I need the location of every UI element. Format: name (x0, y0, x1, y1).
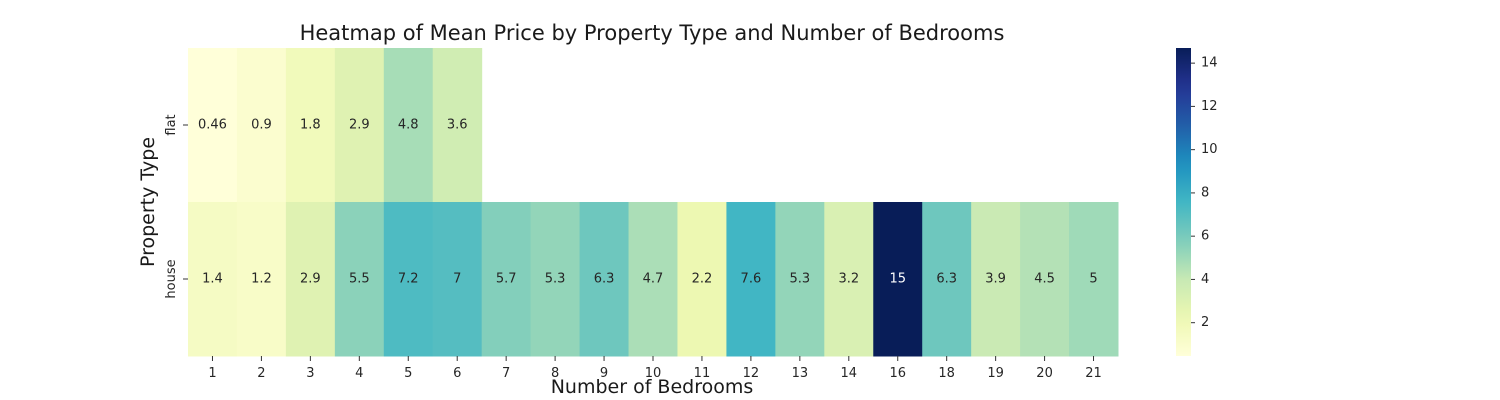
colorbar-tick-label: 2 (1201, 315, 1209, 330)
x-tick-label: 9 (600, 366, 608, 381)
cell-value-label: 7 (453, 272, 461, 287)
y-tick-label: flat (164, 114, 179, 135)
heatmap-cell (383, 48, 434, 203)
colorbar-gradient (1176, 48, 1191, 356)
heatmap-cells (188, 48, 1119, 357)
heatmap-cell (873, 202, 923, 357)
x-tick-label: 12 (743, 366, 760, 381)
heatmap-cell (432, 202, 483, 357)
heatmap-cell (579, 202, 630, 357)
cell-value-label: 5.7 (496, 272, 517, 287)
x-tick-label: 3 (306, 366, 314, 381)
y-axis-label: Property Type (137, 137, 159, 267)
heatmap-cell (334, 202, 385, 357)
chart-title: Heatmap of Mean Price by Property Type a… (300, 21, 1005, 45)
x-tick-label: 6 (453, 366, 461, 381)
heatmap-cell (188, 48, 238, 203)
cell-value-label: 4.8 (398, 118, 419, 133)
x-tick-label: 11 (694, 366, 711, 381)
y-axis: flat house (164, 114, 188, 299)
heatmap-cell (432, 48, 483, 203)
cell-value-label: 1.4 (202, 272, 223, 287)
heatmap-cell (726, 202, 776, 357)
x-tick-label: 1 (208, 366, 216, 381)
x-tick-label: 4 (355, 366, 363, 381)
cell-value-label: 5 (1089, 272, 1097, 287)
cell-value-label: 0.9 (251, 118, 272, 133)
cell-value-label: 0.46 (198, 118, 227, 133)
heatmap-cell (628, 202, 678, 357)
heatmap-cell (334, 48, 385, 203)
x-tick-label: 21 (1085, 366, 1102, 381)
x-tick-label: 2 (257, 366, 265, 381)
heatmap-cell (236, 202, 287, 357)
x-tick-label: 7 (502, 366, 510, 381)
x-tick-label: 19 (987, 366, 1004, 381)
cell-value-label: 2.2 (692, 272, 713, 287)
cell-value-label: 4.7 (643, 272, 664, 287)
cell-value-label: 1.2 (251, 272, 272, 287)
heatmap-cell (824, 202, 874, 357)
heatmap-cell (285, 48, 336, 203)
heatmap-cell (1020, 202, 1070, 357)
heatmap-cell-labels: 0.46 0.9 1.8 2.9 4.8 3.6 1.4 1.2 2.9 5.5 7.2 7 5.7 5.… (198, 118, 1098, 287)
colorbar-tick-label: 10 (1201, 142, 1218, 157)
heatmap-cell (285, 202, 336, 357)
cell-value-label: 3.6 (447, 118, 468, 133)
cell-value-label: 6.3 (936, 272, 957, 287)
cell-value-label: 5.3 (789, 272, 810, 287)
heatmap-cell (677, 202, 727, 357)
heatmap-cell (775, 202, 825, 357)
x-tick-label: 5 (404, 366, 412, 381)
colorbar-tick-label: 12 (1201, 99, 1218, 114)
heatmap-cell (481, 202, 532, 357)
colorbar-tick-label: 14 (1201, 56, 1218, 71)
y-tick-label: house (164, 259, 179, 298)
colorbar: 2 4 6 8 10 12 14 (1176, 48, 1218, 356)
x-tick-label: 10 (645, 366, 662, 381)
colorbar-tick-label: 4 (1201, 272, 1209, 287)
colorbar-tick-label: 8 (1201, 185, 1209, 200)
heatmap-cell (922, 202, 972, 357)
heatmap-cell (188, 202, 238, 357)
x-tick-label: 16 (889, 366, 906, 381)
cell-value-label: 3.2 (838, 272, 859, 287)
cell-value-label: 6.3 (594, 272, 615, 287)
cell-value-label: 2.9 (349, 118, 370, 133)
x-tick-label: 13 (792, 366, 809, 381)
cell-value-label: 7.2 (398, 272, 419, 287)
x-tick-label: 14 (841, 366, 858, 381)
x-axis: 1 2 3 4 5 6 7 8 9 10 11 12 13 14 16 18 19 20 21 (208, 356, 1102, 381)
heatmap-cell (971, 202, 1021, 357)
cell-value-label: 15 (889, 272, 906, 287)
heatmap-cell (236, 48, 287, 203)
x-axis-label: Number of Bedrooms (551, 376, 754, 398)
x-tick-label: 20 (1036, 366, 1053, 381)
colorbar-tick-label: 6 (1201, 229, 1209, 244)
cell-value-label: 3.9 (985, 272, 1006, 287)
cell-value-label: 7.6 (741, 272, 762, 287)
heatmap-cell (530, 202, 581, 357)
cell-value-label: 5.5 (349, 272, 370, 287)
x-tick-label: 18 (938, 366, 955, 381)
cell-value-label: 2.9 (300, 272, 321, 287)
cell-value-label: 4.5 (1034, 272, 1055, 287)
cell-value-label: 5.3 (545, 272, 566, 287)
x-tick-label: 8 (551, 366, 559, 381)
heatmap-cell (1069, 202, 1119, 357)
heatmap-cell (383, 202, 434, 357)
cell-value-label: 1.8 (300, 118, 321, 133)
